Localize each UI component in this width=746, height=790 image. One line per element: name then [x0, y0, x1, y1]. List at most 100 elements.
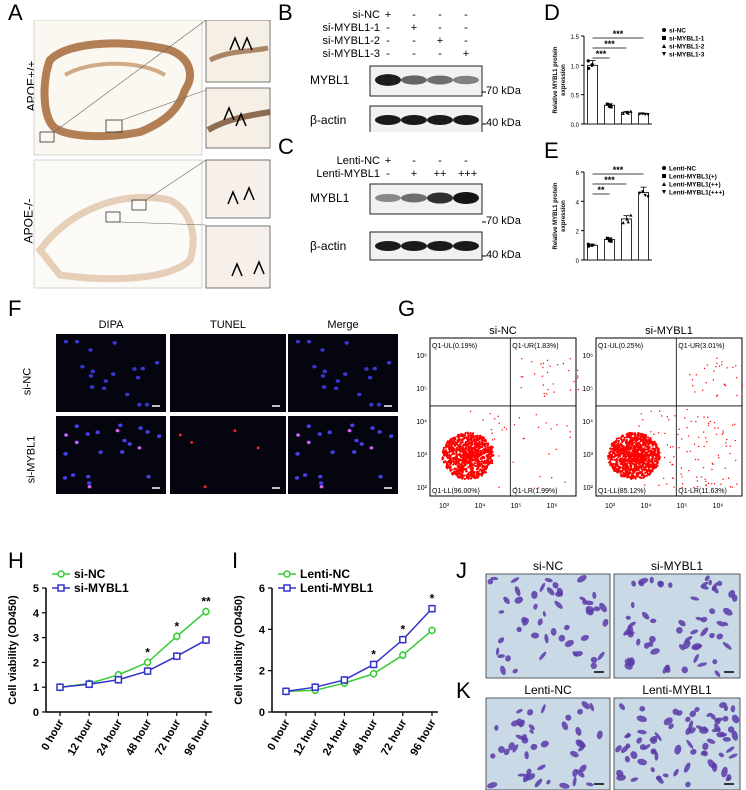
flow-event [627, 444, 630, 447]
sign-mark: + [436, 35, 444, 47]
migrated-cell [577, 575, 587, 583]
migrated-cell [564, 624, 570, 631]
y-tick-label: 5 [33, 583, 39, 595]
migrated-cell [637, 729, 647, 735]
nucleus [320, 374, 326, 378]
migrated-cell [700, 627, 709, 637]
migrated-cell [683, 762, 691, 773]
flow-event [705, 480, 707, 483]
flow-event [694, 458, 697, 461]
flow-event [445, 451, 448, 455]
flow-event [674, 415, 676, 417]
legend-marker [283, 584, 291, 592]
migrated-cell [575, 739, 585, 748]
flow-event [643, 475, 647, 478]
flow-event [446, 440, 450, 443]
migrated-cell [498, 610, 505, 614]
flow-event [689, 373, 691, 376]
data-point [114, 676, 123, 684]
flow-event [472, 436, 475, 439]
flow-event [691, 385, 694, 387]
flow-event [535, 413, 537, 416]
quadrant-label: Q1-LL(96.00%) [432, 488, 480, 495]
significance-label: *** [604, 39, 615, 49]
migrated-cell [722, 641, 732, 650]
flow-event [645, 457, 648, 460]
quadrant-label: Q1-UL(0.19%) [432, 343, 477, 350]
migrated-cell [592, 591, 597, 599]
j-title-sinc: si-NC [533, 559, 563, 573]
flow-event [625, 435, 628, 439]
migrated-cell [716, 731, 726, 738]
data-point [605, 236, 609, 240]
flow-event [450, 468, 453, 471]
flow-event [705, 437, 707, 439]
flow-event [467, 477, 470, 480]
flow-event [481, 455, 484, 459]
flow-event [470, 455, 473, 459]
flow-event [642, 457, 645, 460]
flow-cytometry-plots: si-NC Q1-UL(0.19%) Q1-UR(1.83%) Q1-LL(96.00… [416, 325, 744, 510]
flow-event [634, 442, 638, 445]
nucleus [140, 366, 145, 371]
data-point [625, 110, 629, 114]
legend-entry: Lenti-MYBL1 [300, 581, 374, 595]
migrated-cell [721, 766, 728, 778]
flow-event [632, 463, 636, 466]
quadrant-label: Q1-UR(3.01%) [678, 343, 724, 350]
flow-event [626, 458, 629, 461]
flow-event [651, 470, 653, 473]
data-point [625, 217, 629, 221]
migrated-cell [685, 781, 691, 788]
c-row-label-2: Lenti-MYBL1 [316, 168, 380, 180]
flow-event [631, 460, 634, 463]
nucleus [302, 473, 308, 477]
migrated-cell [662, 773, 669, 778]
flow-event [638, 473, 640, 475]
migrated-cell [654, 752, 659, 761]
x-tick-label: 0 hour [265, 717, 293, 753]
flow-event [697, 445, 700, 448]
migrated-cell [590, 656, 598, 663]
mybl1-band [375, 74, 401, 86]
flow-event [521, 357, 523, 360]
nucleus [344, 341, 349, 345]
nucleus [357, 392, 362, 397]
flow-event [640, 433, 643, 436]
flow-event [644, 462, 648, 466]
migrated-cell [681, 666, 689, 674]
flow-event [637, 436, 639, 438]
flow-event [609, 461, 612, 465]
migrated-cell [518, 719, 525, 728]
flow-event [686, 408, 688, 411]
arrow-icon [223, 106, 235, 121]
flow-event [648, 454, 651, 457]
migrated-cell [711, 762, 718, 772]
flow-event [706, 416, 709, 419]
flow-event [627, 465, 630, 469]
flow-event [569, 431, 571, 433]
flow-event [727, 477, 730, 479]
mybl1-band [401, 75, 427, 85]
flow-event [569, 358, 572, 360]
flow-event [623, 449, 626, 453]
actin-band [453, 115, 479, 125]
flow-event [627, 451, 631, 454]
migrated-cell [579, 764, 587, 773]
nucleus [135, 375, 141, 380]
quadrant-label: Q1-UL(0.25%) [598, 343, 643, 350]
migrated-cell [636, 638, 641, 646]
flow-event [445, 449, 448, 452]
flow-event [736, 483, 738, 485]
flow-event [711, 483, 713, 485]
migrated-cell [704, 575, 710, 582]
flow-event [616, 450, 619, 453]
flow-event [545, 422, 547, 424]
migrated-cell [512, 744, 519, 753]
migrated-cell [510, 577, 520, 583]
flow-event [555, 448, 557, 451]
sign-mark: + [384, 9, 392, 21]
migrated-cell [498, 746, 506, 754]
flow-event [658, 456, 661, 459]
flow-event [632, 476, 635, 479]
